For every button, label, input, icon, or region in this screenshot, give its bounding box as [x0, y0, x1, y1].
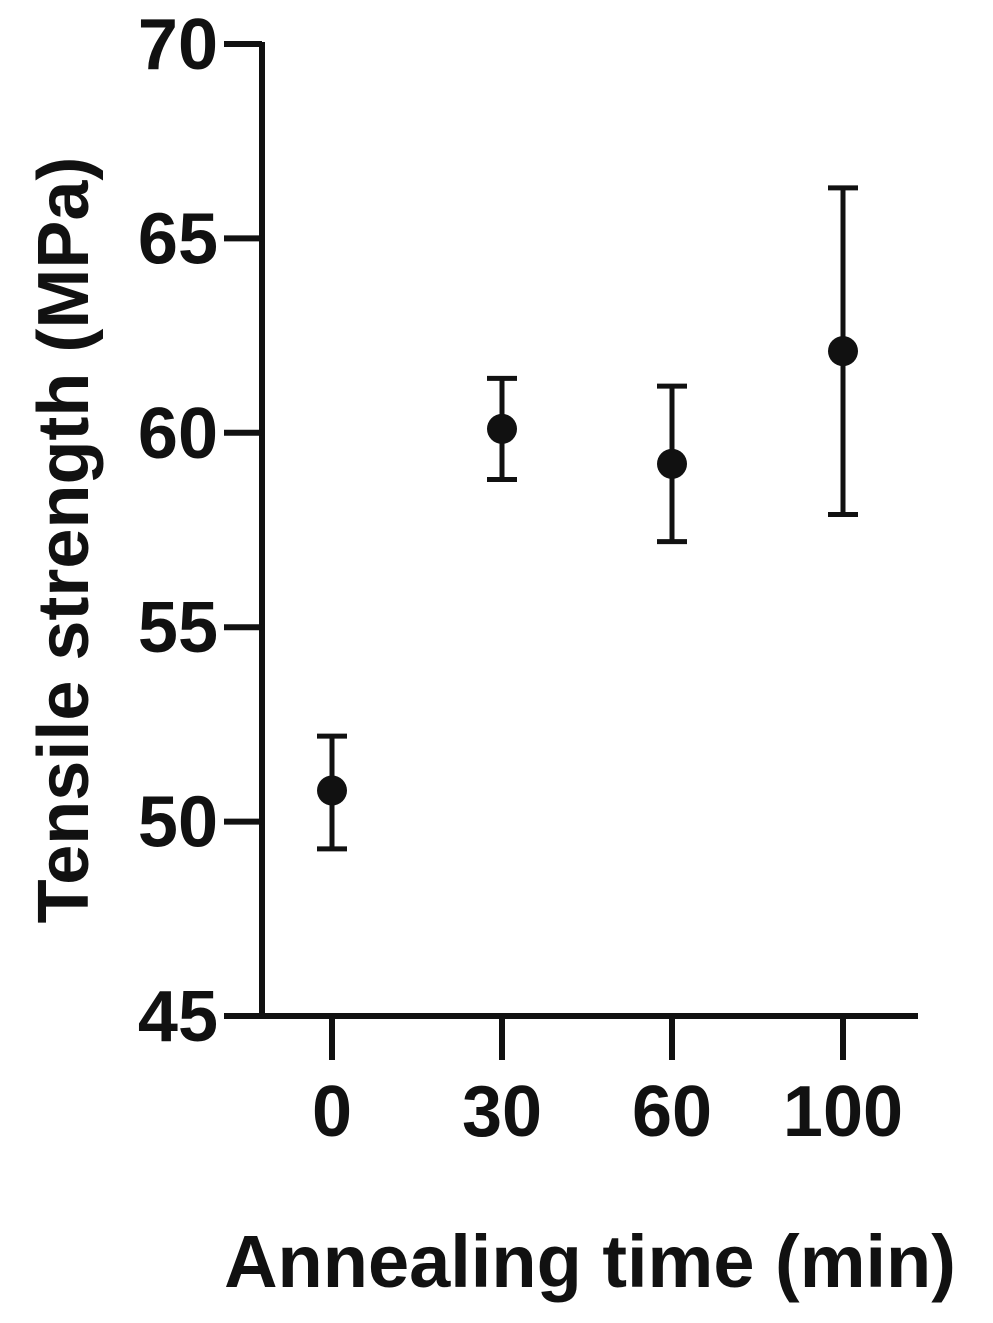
data-point-100	[828, 336, 858, 367]
data-point-30	[487, 413, 517, 444]
y-tick-label-65: 65	[138, 199, 218, 279]
x-tick-label-60: 60	[632, 1072, 712, 1152]
y-tick-label-50: 50	[138, 783, 218, 863]
ticks-layer: 45 50 55 60 65 70 0 30 60 100	[138, 5, 903, 1152]
marks-layer	[317, 185, 858, 852]
x-tick-label-30: 30	[462, 1072, 542, 1152]
y-tick-label-70: 70	[138, 5, 218, 85]
data-point-60	[657, 448, 687, 479]
y-tick-label-55: 55	[138, 588, 218, 668]
x-tick-label-0: 0	[312, 1072, 352, 1152]
y-tick-label-60: 60	[138, 394, 218, 474]
y-tick-label-45: 45	[138, 977, 218, 1057]
data-point-0	[317, 775, 347, 806]
y-axis-title: Tensile strength (MPa)	[24, 157, 104, 924]
x-tick-label-100: 100	[783, 1072, 903, 1152]
axes-layer	[259, 42, 918, 1019]
x-axis-title: Annealing time (min)	[224, 1220, 956, 1303]
